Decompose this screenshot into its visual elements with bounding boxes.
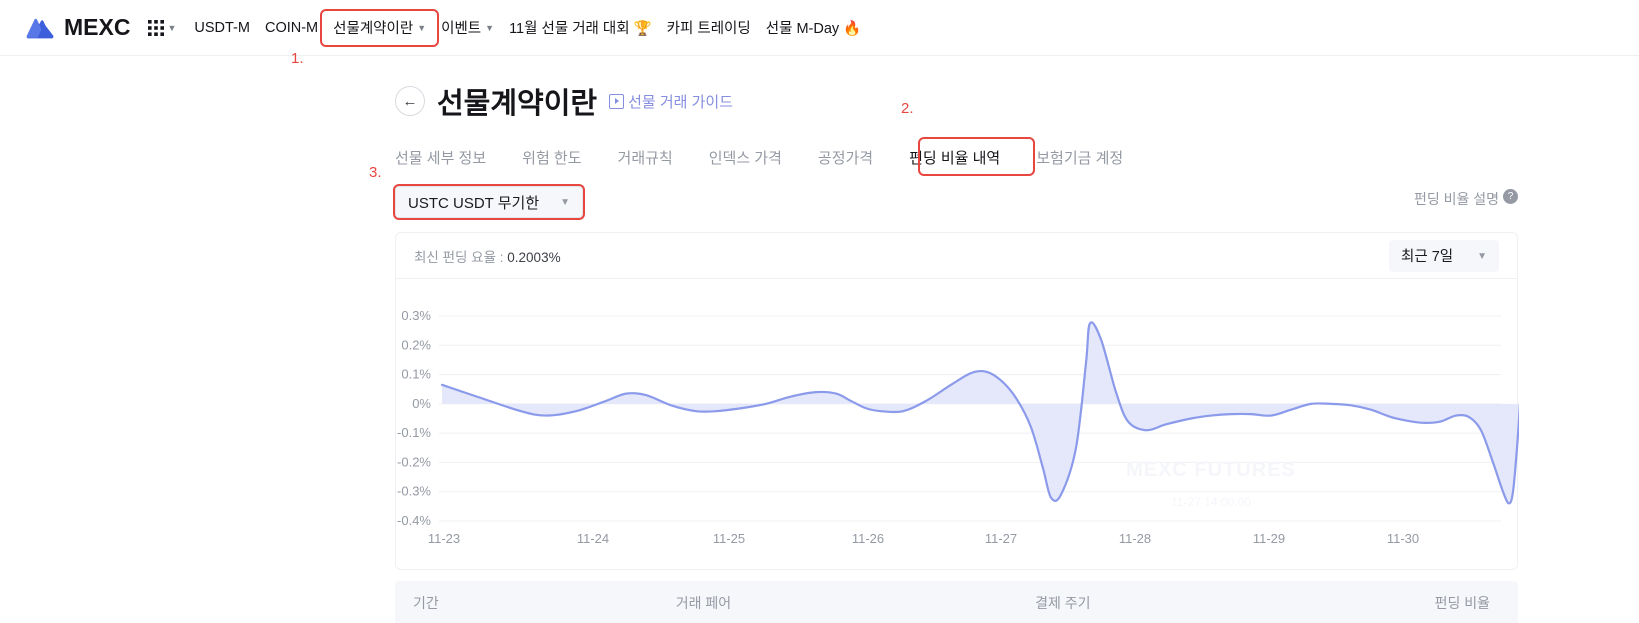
svg-text:11-27 14:00:00: 11-27 14:00:00	[1171, 495, 1251, 509]
svg-text:-0.4%: -0.4%	[397, 513, 431, 528]
svg-text:-0.2%: -0.2%	[397, 454, 431, 469]
svg-text:0.3%: 0.3%	[401, 308, 431, 323]
svg-text:11-29: 11-29	[1253, 531, 1285, 546]
svg-text:11-26: 11-26	[852, 531, 884, 546]
svg-text:0.2%: 0.2%	[401, 337, 431, 352]
svg-text:0%: 0%	[412, 396, 431, 411]
svg-text:11-24: 11-24	[577, 531, 609, 546]
svg-text:11-27: 11-27	[985, 531, 1017, 546]
svg-text:MEXC FUTURES: MEXC FUTURES	[1126, 459, 1296, 481]
svg-text:11-30: 11-30	[1387, 531, 1419, 546]
svg-text:11-25: 11-25	[713, 531, 745, 546]
svg-text:-0.3%: -0.3%	[397, 484, 431, 499]
svg-text:0.1%: 0.1%	[401, 367, 431, 382]
svg-text:11-23: 11-23	[428, 531, 460, 546]
svg-text:11-28: 11-28	[1119, 531, 1151, 546]
svg-text:-0.1%: -0.1%	[397, 425, 431, 440]
